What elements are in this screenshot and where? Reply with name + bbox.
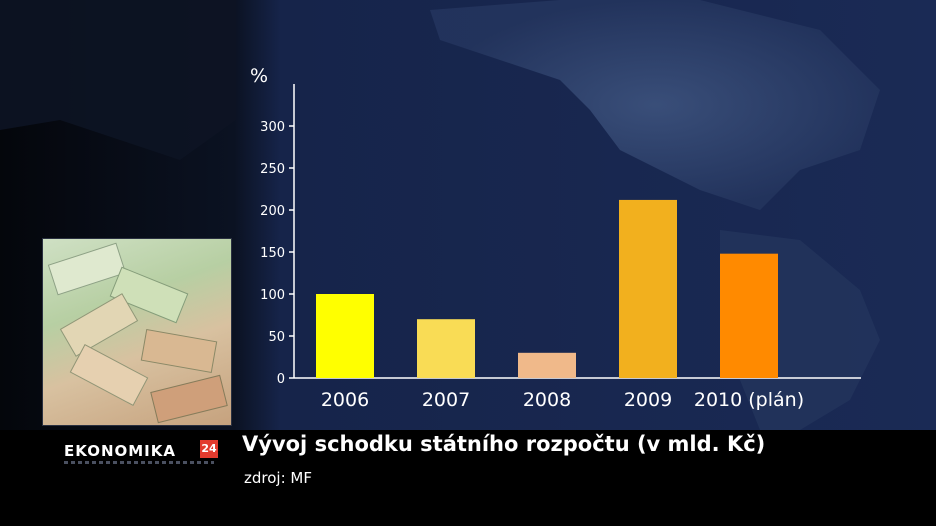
chart-caption-title: Vývoj schodku státního rozpočtu (v mld. …: [242, 432, 766, 456]
y-tick-label: 100: [260, 288, 285, 303]
chart-source: zdroj: MF: [244, 469, 312, 487]
x-category-label: 2008: [523, 389, 571, 411]
y-tick-label: 250: [260, 162, 285, 177]
channel-logo: EKONOMIKA 24: [54, 434, 230, 470]
banknotes-photo: [42, 238, 232, 426]
bar-2008: [518, 352, 576, 378]
bar-2007: [417, 319, 475, 378]
y-tick-label: 0: [277, 372, 285, 387]
logo-decoration: [64, 461, 214, 464]
x-axis-labels: 2006 2007 2008 2009 2010 (plán): [321, 389, 804, 411]
lower-third-bar: [0, 430, 936, 526]
y-tick-label: 150: [260, 246, 285, 261]
x-category-label: 2007: [422, 389, 470, 411]
bar-2009: [619, 199, 677, 378]
y-axis-unit-label: %: [250, 65, 268, 87]
bar-2010-pl-n: [720, 253, 778, 378]
x-category-label: 2010 (plán): [694, 389, 804, 411]
logo-text: EKONOMIKA: [64, 442, 176, 460]
north-america-landmass: [430, 0, 880, 210]
y-tick-label: 300: [260, 120, 285, 135]
y-tick-label: 50: [268, 330, 285, 345]
y-axis-ticks: 0 50 100 150 200 250 300: [260, 120, 294, 387]
bars-group: [316, 199, 778, 378]
x-category-label: 2006: [321, 389, 369, 411]
asia-landmass: [0, 0, 236, 160]
y-tick-label: 200: [260, 204, 285, 219]
bar-2006: [316, 294, 374, 378]
deficit-bar-chart: % 0 50 100 150 200 250 300 2006 2007 2008 2009 201…: [250, 65, 861, 411]
x-category-label: 2009: [624, 389, 672, 411]
logo-badge: 24: [200, 440, 218, 458]
